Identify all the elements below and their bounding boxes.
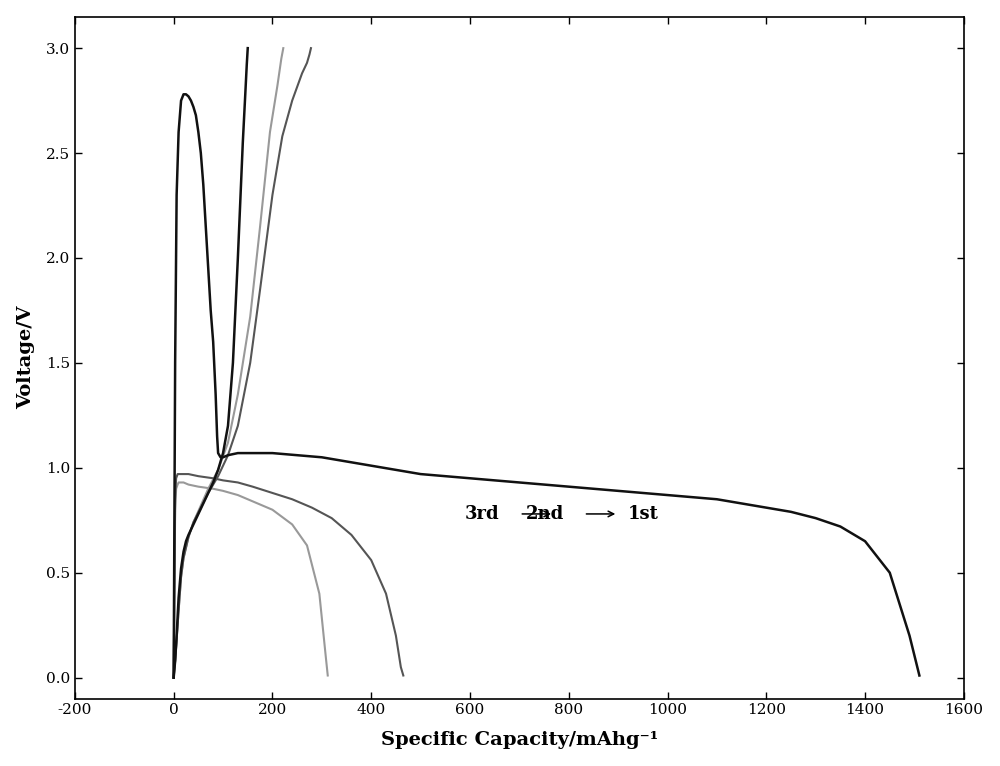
Y-axis label: Voltage/V: Voltage/V bbox=[17, 306, 35, 409]
Text: 3rd: 3rd bbox=[465, 505, 500, 523]
Text: 2nd: 2nd bbox=[526, 505, 564, 523]
Text: 1st: 1st bbox=[628, 505, 659, 523]
X-axis label: Specific Capacity/mAhg⁻¹: Specific Capacity/mAhg⁻¹ bbox=[381, 732, 658, 749]
